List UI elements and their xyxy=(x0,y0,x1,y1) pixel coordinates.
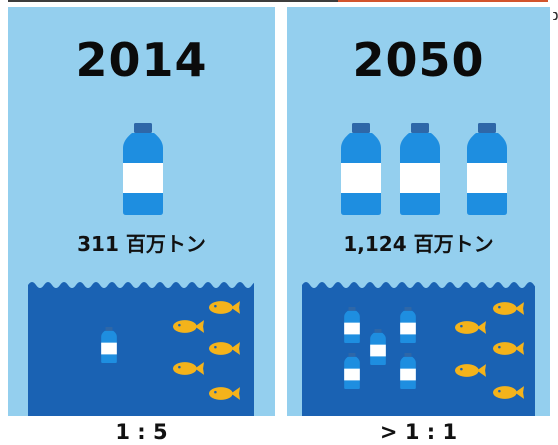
ratio-2050: > 1 : 1 xyxy=(379,420,458,444)
ocean-bottle-icon xyxy=(101,327,117,363)
top-border-line xyxy=(8,0,548,2)
large-bottle-icon xyxy=(123,123,163,215)
ocean-bottle-icon xyxy=(344,307,360,343)
fish-icon xyxy=(173,362,204,375)
fish-icon xyxy=(455,364,486,377)
fish-icon xyxy=(493,342,524,355)
ocean-2014 xyxy=(28,279,254,416)
fish-icon xyxy=(455,321,486,334)
large-bottle-icon xyxy=(341,123,381,215)
ocean-water xyxy=(302,282,535,416)
fish-icon xyxy=(209,387,240,400)
ocean-water xyxy=(28,282,254,416)
ocean-bottle-icon xyxy=(400,307,416,343)
fish-icon xyxy=(493,302,524,315)
ratio-2014: 1 : 5 xyxy=(115,420,168,444)
ocean-2050 xyxy=(302,279,535,416)
year-2050-heading: 2050 xyxy=(352,33,485,87)
large-bottle-icon xyxy=(467,123,507,215)
year-2014-heading: 2014 xyxy=(75,33,208,87)
fish-icon xyxy=(209,342,240,355)
plastic-amount-2014: 311 百万トン xyxy=(77,232,206,256)
large-bottle-icon xyxy=(400,123,440,215)
ocean-bottle-icon xyxy=(400,353,416,389)
panel-2050: 2050 1,124 百万トン xyxy=(287,7,550,416)
ocean-bottle-icon xyxy=(344,353,360,389)
fish-icon xyxy=(173,320,204,333)
edge-fragment xyxy=(552,12,558,20)
fish-icon xyxy=(493,386,524,399)
plastic-amount-2050: 1,124 百万トン xyxy=(343,232,494,256)
fish-icon xyxy=(209,301,240,314)
ocean-bottle-icon xyxy=(370,329,386,365)
panel-2014: 2014 311 百万トン xyxy=(8,7,275,416)
